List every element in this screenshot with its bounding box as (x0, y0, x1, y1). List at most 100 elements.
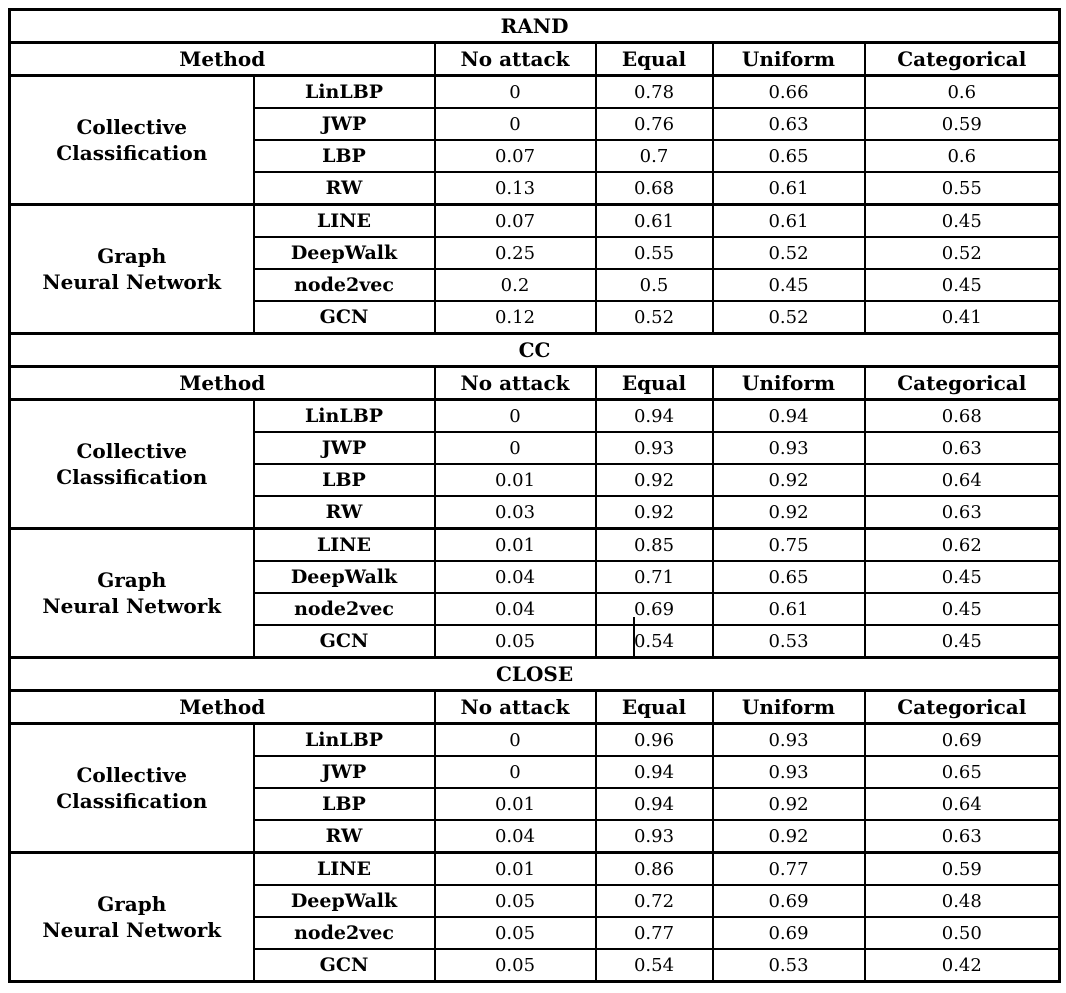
method-name-cell: node2vec (252, 592, 436, 626)
table-row: LBP 0.01 0.92 0.92 0.64 (10, 463, 1061, 497)
column-header-row: Method No attack Equal Uniform Categorical (8, 41, 1061, 77)
value-cell: 0.05 (433, 948, 597, 983)
value-cell: 0.63 (711, 107, 866, 141)
value-cell: 0.52 (711, 236, 866, 270)
group-label-line: Neural Network (42, 594, 222, 618)
value-cell: 0.94 (594, 755, 714, 789)
method-name-cell: DeepWalk (252, 236, 436, 270)
attack-column-header: Uniform (711, 689, 866, 725)
method-name-cell: RW (252, 819, 436, 854)
value-cell: 0.61 (594, 203, 714, 238)
method-name-cell: GCN (252, 624, 436, 659)
value-cell: 0.45 (863, 560, 1061, 594)
table-title-row: CLOSE (8, 656, 1061, 692)
value-cell: 0.94 (594, 398, 714, 433)
method-column-header: Method (8, 689, 436, 725)
value-cell: 0.92 (594, 495, 714, 530)
table-row: GCN 0.12 0.52 0.52 0.41 (10, 300, 1061, 335)
value-cell: 0.45 (863, 592, 1061, 626)
table-row: Graph Neural Network LINE 0.01 0.86 0.77 0.59 (8, 851, 1061, 983)
value-cell: 0.52 (594, 300, 714, 335)
attack-results-table: RAND Method No attack Equal Uniform Categoric… (8, 8, 1062, 983)
value-cell: 0.04 (433, 560, 597, 594)
attack-column-header: Categorical (863, 689, 1061, 725)
value-cell: 0.59 (863, 107, 1061, 141)
value-cell: 0.55 (594, 236, 714, 270)
table-title: CLOSE (8, 656, 1061, 692)
value-cell: 0.2 (433, 268, 597, 302)
value-cell: 0.93 (594, 819, 714, 854)
method-name-cell: LINE (252, 527, 436, 562)
group-label-line: Collective (76, 439, 188, 463)
value-cell: 0.61 (711, 203, 866, 238)
method-name-cell: JWP (252, 431, 436, 465)
method-name-cell: RW (252, 171, 436, 206)
table-row: RW 0.13 0.68 0.61 0.55 (10, 171, 1061, 206)
attack-column-header: No attack (433, 41, 597, 77)
value-cell: 0.77 (711, 851, 866, 886)
table-row: Graph Neural Network LINE 0.07 0.61 0.61 0.45 (8, 203, 1061, 335)
method-name-cell: LINE (252, 851, 436, 886)
value-cell: 0.5 (594, 268, 714, 302)
value-cell: 0.64 (863, 787, 1061, 821)
method-name-cell: GCN (252, 300, 436, 335)
group-label-line: Collective (76, 115, 188, 139)
value-cell: 0.96 (594, 722, 714, 757)
value-cell: 0.7 (594, 139, 714, 173)
value-cell: 0.71 (594, 560, 714, 594)
value-cell: 0.41 (863, 300, 1061, 335)
attack-column-header: No attack (433, 689, 597, 725)
table-row: Graph Neural Network LINE 0.01 0.85 0.75 0.62 (8, 527, 1061, 659)
value-cell: 0.93 (711, 431, 866, 465)
table-title-row: CC (8, 332, 1061, 368)
table-row: node2vec 0.05 0.77 0.69 0.50 (10, 916, 1061, 950)
method-name-cell: LBP (252, 463, 436, 497)
value-cell: 0.59 (863, 851, 1061, 886)
value-cell: 0.52 (711, 300, 866, 335)
value-cell: 0.6 (863, 74, 1061, 109)
value-cell: 0.94 (594, 787, 714, 821)
value-cell: 0 (433, 722, 597, 757)
method-group-label: Graph Neural Network (8, 851, 255, 983)
value-cell: 0.45 (711, 268, 866, 302)
value-cell: 0.63 (863, 819, 1061, 854)
value-cell: 0.85 (594, 527, 714, 562)
attack-column-header: Equal (594, 365, 714, 401)
value-cell: 0.68 (863, 398, 1061, 433)
group-label-line: Graph (97, 244, 167, 268)
value-cell: 0.92 (711, 495, 866, 530)
table-row: RW 0.03 0.92 0.92 0.63 (10, 495, 1061, 530)
column-header-row: Method No attack Equal Uniform Categorical (8, 365, 1061, 401)
value-cell: 0.01 (433, 463, 597, 497)
value-cell: 0.01 (433, 527, 597, 562)
table-title: CC (8, 332, 1061, 368)
value-cell: 0.55 (863, 171, 1061, 206)
method-column-header: Method (8, 365, 436, 401)
value-cell: 0.92 (711, 787, 866, 821)
table-row: JWP 0 0.94 0.93 0.65 (10, 755, 1061, 789)
value-cell: 0.62 (863, 527, 1061, 562)
table-row: DeepWalk 0.25 0.55 0.52 0.52 (10, 236, 1061, 270)
value-cell: 0.69 (594, 592, 714, 626)
value-cell: 0.12 (433, 300, 597, 335)
column-header-row: Method No attack Equal Uniform Categorical (8, 689, 1061, 725)
table-row: JWP 0 0.93 0.93 0.63 (10, 431, 1061, 465)
value-cell: 0.76 (594, 107, 714, 141)
value-cell: 0.78 (594, 74, 714, 109)
value-cell: 0.65 (863, 755, 1061, 789)
table-row: GCN 0.05 0.54 0.53 0.42 (10, 948, 1061, 983)
group-label-line: Neural Network (42, 270, 222, 294)
group-label-line: Neural Network (42, 918, 222, 942)
method-name-cell: JWP (252, 755, 436, 789)
table-row: DeepWalk 0.04 0.71 0.65 0.45 (10, 560, 1061, 594)
table-row: Collective Classification LinLBP 0 0.96 0.93 0… (8, 722, 1061, 854)
attack-column-header: Uniform (711, 365, 866, 401)
value-cell: 0.01 (433, 851, 597, 886)
group-label-line: Graph (97, 892, 167, 916)
value-cell: 0.53 (711, 624, 866, 659)
method-name-cell: LinLBP (252, 398, 436, 433)
value-cell: 0.07 (433, 203, 597, 238)
method-name-cell: GCN (252, 948, 436, 983)
value-cell: 0.63 (863, 431, 1061, 465)
